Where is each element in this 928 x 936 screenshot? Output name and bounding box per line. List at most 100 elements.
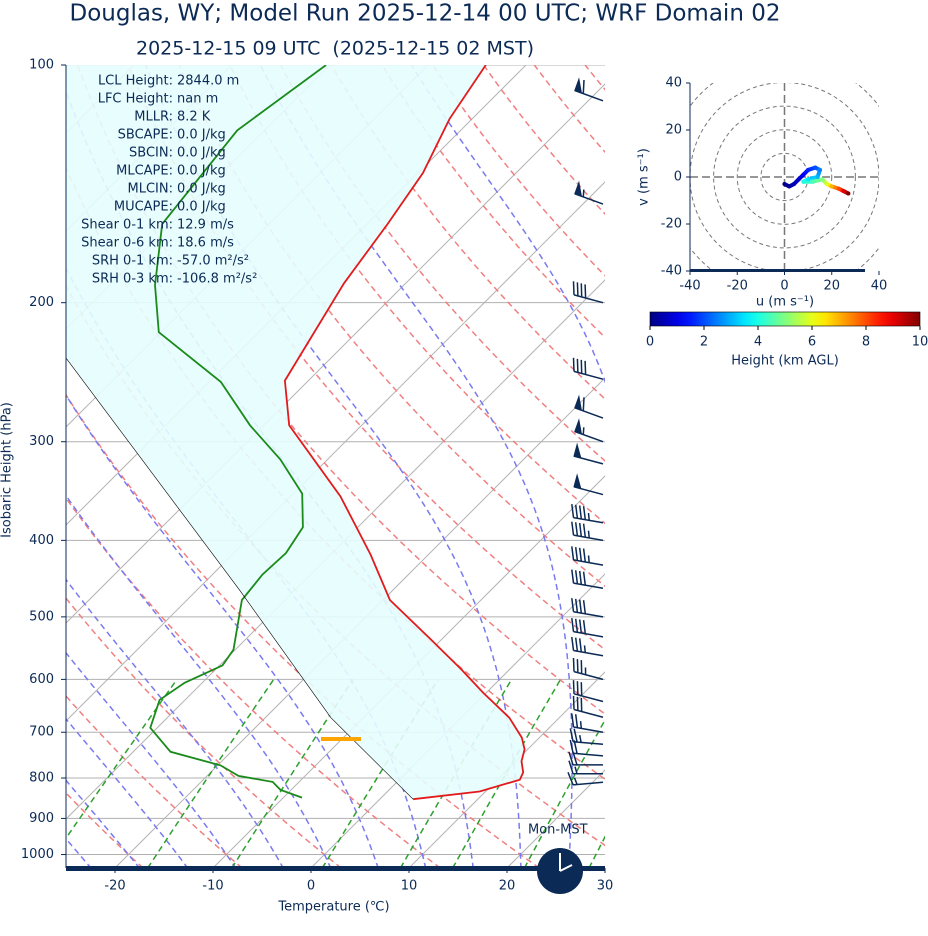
dry-adiabat [66, 791, 144, 868]
wind-barb-pennant [574, 394, 583, 411]
wind-barb-staff [572, 680, 604, 703]
hodo-point [801, 172, 806, 177]
wind-barb [569, 739, 604, 757]
stat-label: LFC Height: [98, 92, 173, 107]
hodo-y-tick-label: -40 [661, 264, 682, 279]
hodo-y-tick-label: 0 [674, 170, 682, 185]
moist-adiabat [66, 494, 332, 868]
hodo-point [782, 182, 787, 187]
y-tick-label: 500 [29, 609, 54, 624]
mixing-ratio-line [66, 678, 178, 840]
hodo-point [841, 189, 846, 194]
wind-barb [572, 357, 604, 380]
wind-barb-staff [568, 751, 604, 766]
wind-barb-staff [572, 657, 604, 681]
hodo-point [791, 182, 796, 187]
moist-adiabat [66, 651, 237, 868]
x-tick-label: 0 [307, 879, 315, 894]
stat-label: SBCIN: [129, 146, 173, 161]
wind-barb [569, 728, 604, 746]
hodo-y-tick-label: -20 [661, 217, 682, 232]
wind-barb [572, 680, 604, 703]
wind-barb [574, 77, 604, 102]
wind-barb [568, 751, 604, 766]
stat-value: 0.0 J/kg [177, 146, 226, 161]
hodo-point [813, 165, 818, 170]
wind-barb-staff [571, 504, 604, 524]
stat-label: MUCAPE: [114, 200, 173, 215]
wind-barb-pennant [574, 180, 583, 197]
hodo-ring [736, 129, 833, 225]
y-tick-label: 100 [29, 58, 54, 73]
stat-label: SRH 0-1 km: [92, 254, 173, 269]
wind-barb-staff [572, 281, 604, 304]
y-tick-label: 400 [29, 533, 54, 548]
stat-value: 12.9 m/s [177, 218, 234, 233]
x-tick-label: -20 [104, 879, 125, 894]
hodo-point [829, 184, 834, 189]
stat-value: 2844.0 m [177, 74, 239, 89]
hodo-x-axis-bar [690, 269, 865, 272]
wind-barb-staff [569, 728, 604, 746]
stat-label: SBCAPE: [118, 128, 173, 143]
hodo-x-tick-label: 0 [780, 279, 788, 294]
wind-barb [571, 569, 604, 590]
hodo-point [836, 186, 841, 191]
wind-barb-staff [571, 546, 604, 566]
wind-barb [571, 598, 604, 618]
colorbar-label: Height (km AGL) [731, 354, 839, 369]
hodo-point [820, 177, 825, 182]
wind-barb-pennant [574, 77, 583, 94]
wind-barb [572, 695, 604, 718]
hodo-x-tick-label: 20 [823, 279, 840, 294]
y-tick-label: 700 [29, 725, 54, 740]
moist-adiabat [144, 65, 522, 868]
wind-barb [572, 657, 604, 681]
stat-value: 0.0 J/kg [177, 182, 226, 197]
x-tick-label: 30 [597, 879, 614, 894]
wind-barb [571, 636, 604, 657]
temperature-profile [283, 65, 526, 801]
skewt-data [66, 65, 526, 801]
y-tick-label: 800 [29, 771, 54, 786]
y-tick-label: 600 [29, 672, 54, 687]
hodograph-background [690, 83, 879, 271]
wind-barb-staff [571, 636, 604, 657]
y-tick-label: 900 [29, 811, 54, 826]
x-axis-label: Temperature (℃) [277, 900, 389, 915]
wind-barb-staff [567, 772, 604, 786]
wind-barb-staff [572, 695, 604, 718]
hodo-point [825, 182, 830, 187]
wind-barb-staff [571, 598, 604, 618]
dry-adiabat [229, 65, 605, 525]
stat-label: MLCIN: [128, 182, 173, 197]
dewpoint-profile [149, 65, 327, 799]
x-tick-label: -10 [202, 879, 223, 894]
parcel-profile [66, 357, 414, 800]
hodo-y-tick-label: 20 [665, 123, 682, 138]
dry-adiabat [66, 597, 342, 868]
colorbar-tick-label: 0 [646, 335, 654, 350]
stat-value: 18.6 m/s [177, 236, 234, 251]
dry-adiabat [66, 694, 243, 868]
stat-value: -57.0 m²/s² [177, 254, 249, 269]
y-tick-label: 200 [29, 295, 54, 310]
hodo-point [796, 177, 801, 182]
clock-label: Mon-MST [528, 823, 588, 838]
hodo-x-tick-label: 40 [871, 279, 888, 294]
moist-adiabat [66, 578, 285, 868]
wind-barb [571, 521, 604, 542]
wind-barb-pennant [573, 473, 582, 490]
stat-label: Shear 0-6 km: [81, 236, 173, 251]
stat-label: MLLR: [134, 110, 173, 125]
stat-value: 8.2 K [177, 110, 211, 125]
x-axis-bar [66, 866, 605, 871]
wind-barb [567, 772, 604, 786]
colorbar-tick-label: 10 [912, 335, 928, 350]
hodo-point [806, 177, 811, 182]
wind-barb-staff [571, 521, 604, 542]
cin-shading [66, 65, 525, 800]
hodo-point [817, 167, 822, 172]
x-tick-label: 20 [499, 879, 516, 894]
